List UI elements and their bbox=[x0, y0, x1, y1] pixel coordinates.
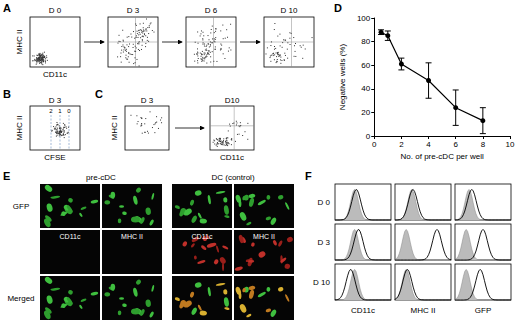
svg-text:4: 4 bbox=[426, 140, 431, 149]
svg-text:0: 0 bbox=[366, 132, 371, 141]
svg-text:MHC II: MHC II bbox=[121, 233, 143, 240]
svg-text:MHC II: MHC II bbox=[110, 116, 119, 141]
svg-text:MHC II: MHC II bbox=[15, 116, 24, 141]
svg-text:8: 8 bbox=[481, 140, 486, 149]
svg-text:D 0: D 0 bbox=[49, 6, 62, 15]
svg-text:A: A bbox=[3, 2, 11, 14]
svg-text:D 3: D 3 bbox=[49, 96, 62, 105]
svg-text:D: D bbox=[334, 2, 342, 14]
svg-text:CFSE: CFSE bbox=[44, 153, 65, 162]
svg-text:CD11c: CD11c bbox=[220, 153, 244, 162]
svg-text:D 6: D 6 bbox=[205, 6, 218, 15]
svg-text:MHC II: MHC II bbox=[253, 233, 275, 240]
svg-text:CD11c: CD11c bbox=[192, 233, 213, 240]
svg-text:Merged: Merged bbox=[7, 294, 34, 303]
svg-text:0: 0 bbox=[372, 140, 377, 149]
svg-text:F: F bbox=[305, 170, 312, 182]
svg-text:2: 2 bbox=[49, 108, 53, 114]
svg-text:D 3: D 3 bbox=[318, 238, 331, 247]
svg-text:2: 2 bbox=[399, 140, 404, 149]
svg-text:6: 6 bbox=[453, 140, 458, 149]
svg-text:CD11c: CD11c bbox=[60, 233, 81, 240]
svg-text:MHC II: MHC II bbox=[15, 30, 24, 55]
svg-text:pre-cDC: pre-cDC bbox=[86, 173, 116, 182]
svg-text:No. of pre-cDC per well: No. of pre-cDC per well bbox=[401, 152, 484, 161]
svg-text:C: C bbox=[95, 88, 103, 100]
svg-text:CD11c: CD11c bbox=[351, 306, 375, 315]
svg-text:D 3: D 3 bbox=[127, 6, 140, 15]
svg-text:10: 10 bbox=[506, 140, 515, 149]
svg-text:E: E bbox=[3, 170, 10, 182]
svg-text:1: 1 bbox=[58, 108, 62, 114]
svg-text:GFP: GFP bbox=[13, 202, 29, 211]
svg-text:D 10: D 10 bbox=[313, 278, 330, 287]
svg-text:CD11c: CD11c bbox=[43, 70, 67, 79]
svg-text:B: B bbox=[3, 88, 11, 100]
svg-text:100: 100 bbox=[357, 14, 371, 23]
svg-text:D 3: D 3 bbox=[141, 96, 154, 105]
svg-text:MHC II: MHC II bbox=[411, 306, 436, 315]
svg-text:80: 80 bbox=[361, 37, 370, 46]
svg-text:0: 0 bbox=[67, 108, 71, 114]
svg-text:20: 20 bbox=[361, 108, 370, 117]
svg-text:Negative wells (%): Negative wells (%) bbox=[338, 44, 347, 111]
svg-text:D10: D10 bbox=[225, 96, 240, 105]
svg-text:D 10: D 10 bbox=[281, 6, 298, 15]
svg-text:D 0: D 0 bbox=[318, 198, 331, 207]
svg-text:40: 40 bbox=[361, 84, 370, 93]
svg-text:GFP: GFP bbox=[475, 306, 491, 315]
svg-text:60: 60 bbox=[361, 61, 370, 70]
svg-text:DC (control): DC (control) bbox=[211, 173, 254, 182]
